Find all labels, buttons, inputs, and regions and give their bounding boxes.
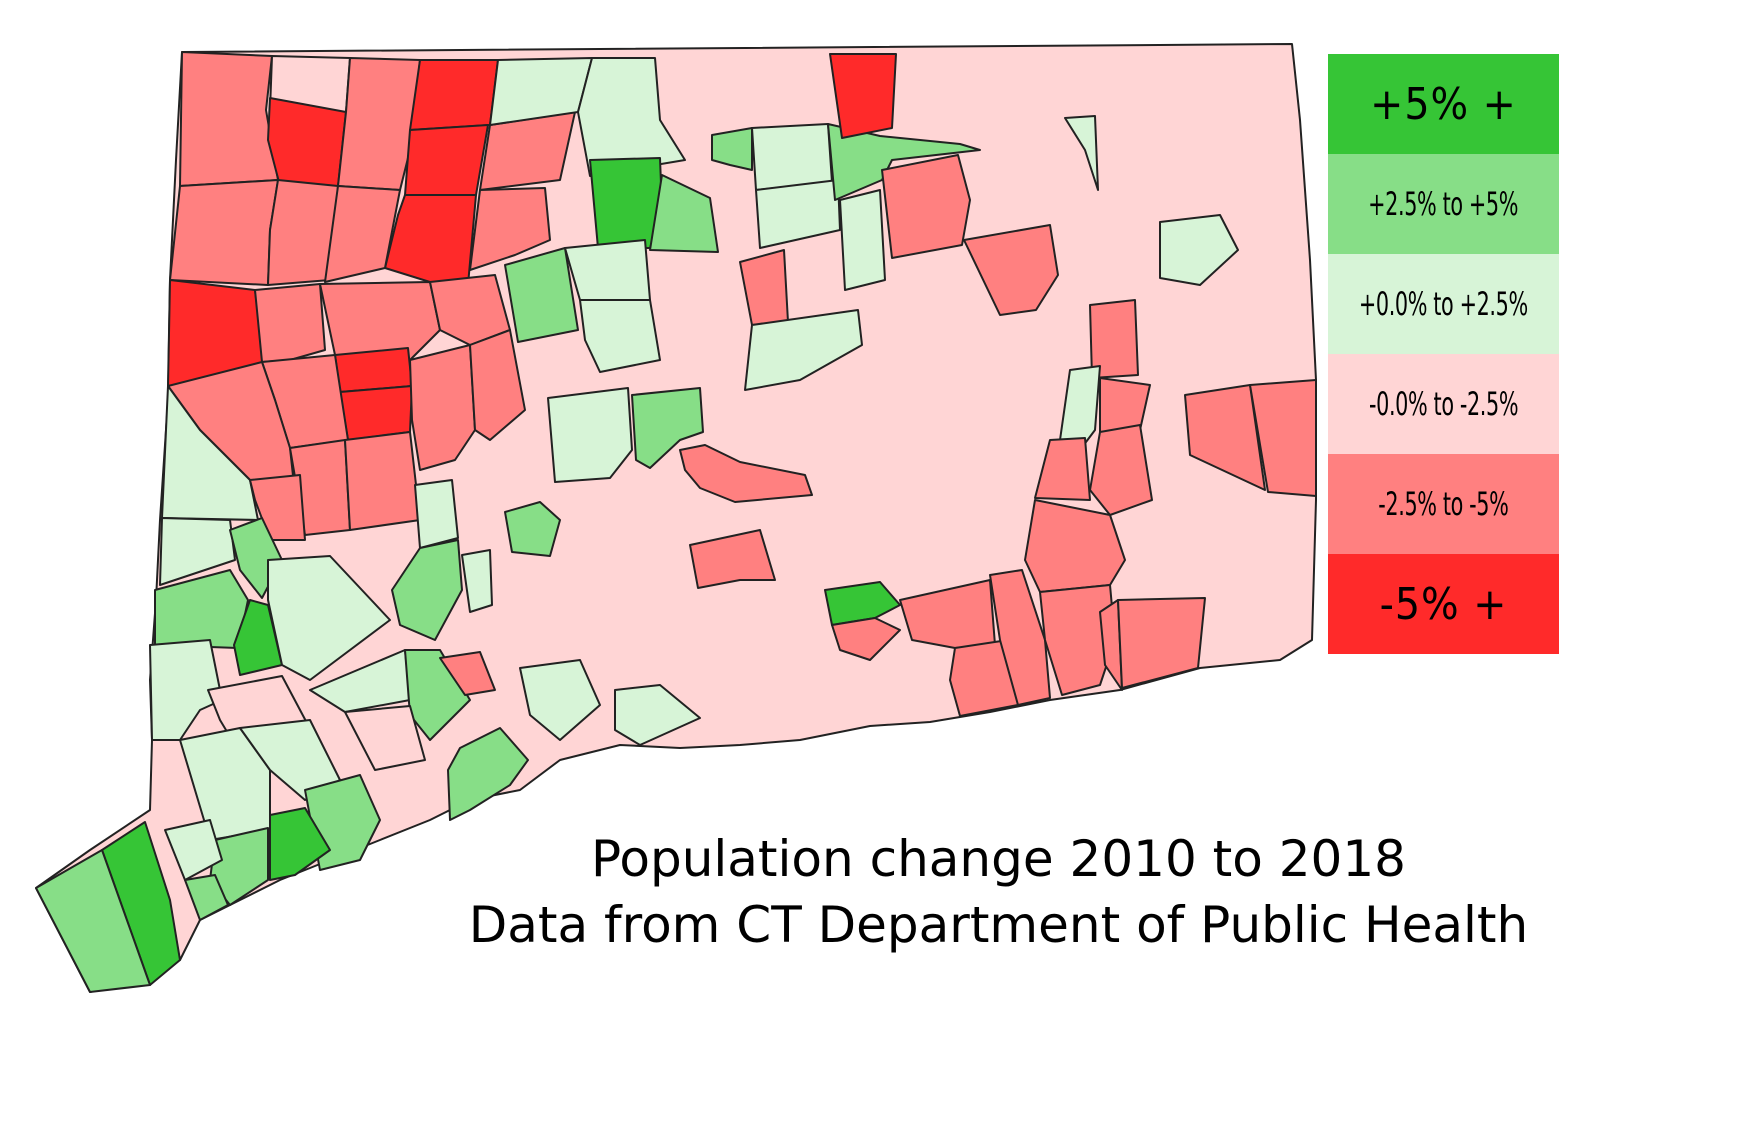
town: [149, 639, 223, 741]
town: [679, 444, 813, 503]
town: [267, 97, 347, 187]
town: [1117, 597, 1206, 689]
town: [209, 827, 269, 906]
town: [269, 807, 331, 881]
town: [631, 387, 704, 469]
legend-item-gain-5-plus: +5% +: [1328, 54, 1559, 154]
town: [824, 581, 901, 626]
town: [391, 539, 463, 641]
legend-label: +0.0% to +2.5%: [1359, 285, 1528, 323]
town: [344, 431, 421, 531]
legend-label: -2.5% to -5%: [1378, 485, 1509, 523]
town: [504, 501, 561, 557]
town: [184, 874, 229, 921]
town: [589, 157, 663, 249]
town: [324, 185, 401, 283]
town: [439, 651, 496, 696]
legend-label: +2.5% to +5%: [1368, 185, 1519, 223]
town: [169, 179, 279, 286]
town: [469, 329, 526, 441]
town: [404, 649, 471, 741]
town: [409, 59, 499, 131]
town: [254, 283, 326, 363]
town: [881, 154, 971, 259]
town: [233, 599, 283, 676]
town: [1064, 115, 1099, 191]
town: [164, 819, 223, 881]
town: [564, 239, 651, 301]
town: [744, 309, 863, 391]
town: [614, 684, 701, 746]
town: [504, 247, 579, 343]
map-title: Population change 2010 to 2018 Data from…: [440, 826, 1557, 958]
town: [1034, 437, 1091, 501]
town: [469, 187, 551, 271]
legend-item-loss-2-5-to-5: -2.5% to -5%: [1328, 454, 1559, 554]
town: [414, 479, 459, 549]
legend: +5% + +2.5% to +5% +0.0% to +2.5% -0.0% …: [1328, 54, 1559, 654]
town: [1099, 599, 1123, 691]
town: [579, 299, 661, 373]
town: [249, 474, 306, 541]
town: [35, 849, 151, 993]
town: [339, 385, 413, 441]
legend-item-gain-0-to-2-5: +0.0% to +2.5%: [1328, 254, 1559, 354]
town: [963, 224, 1059, 316]
town: [159, 517, 236, 586]
town: [267, 179, 339, 286]
legend-item-loss-5-plus: -5% +: [1328, 554, 1559, 654]
town: [689, 529, 776, 589]
legend-item-loss-0-to-2-5: -0.0% to -2.5%: [1328, 354, 1559, 454]
town: [519, 659, 601, 741]
title-line-2: Data from CT Department of Public Health: [468, 896, 1529, 954]
town: [447, 727, 529, 821]
town: [1159, 214, 1239, 286]
town: [1059, 365, 1101, 451]
town: [1039, 584, 1116, 696]
town: [334, 347, 413, 393]
town: [179, 51, 279, 187]
town: [1184, 384, 1266, 491]
connecticut-town-map: [35, 43, 1317, 993]
town: [949, 639, 1019, 717]
legend-label: -5% +: [1379, 578, 1508, 630]
town: [1089, 424, 1153, 516]
town: [1089, 299, 1139, 379]
town: [344, 705, 426, 771]
town: [839, 189, 886, 291]
town: [649, 174, 719, 253]
town: [755, 179, 841, 249]
town: [827, 123, 981, 201]
town: [319, 281, 441, 361]
legend-label: -0.0% to -2.5%: [1368, 385, 1519, 423]
town: [267, 555, 391, 681]
title-line-1: Population change 2010 to 2018: [591, 830, 1406, 888]
town: [831, 617, 901, 661]
town: [711, 127, 753, 171]
town: [577, 57, 686, 177]
town: [829, 53, 897, 139]
town: [1249, 379, 1317, 497]
town: [404, 124, 489, 196]
town: [989, 569, 1051, 706]
legend-label: +5% +: [1370, 78, 1517, 130]
legend-item-gain-2-5-to-5: +2.5% to +5%: [1328, 154, 1559, 254]
town: [461, 549, 493, 613]
town: [547, 387, 633, 483]
town: [751, 123, 833, 191]
